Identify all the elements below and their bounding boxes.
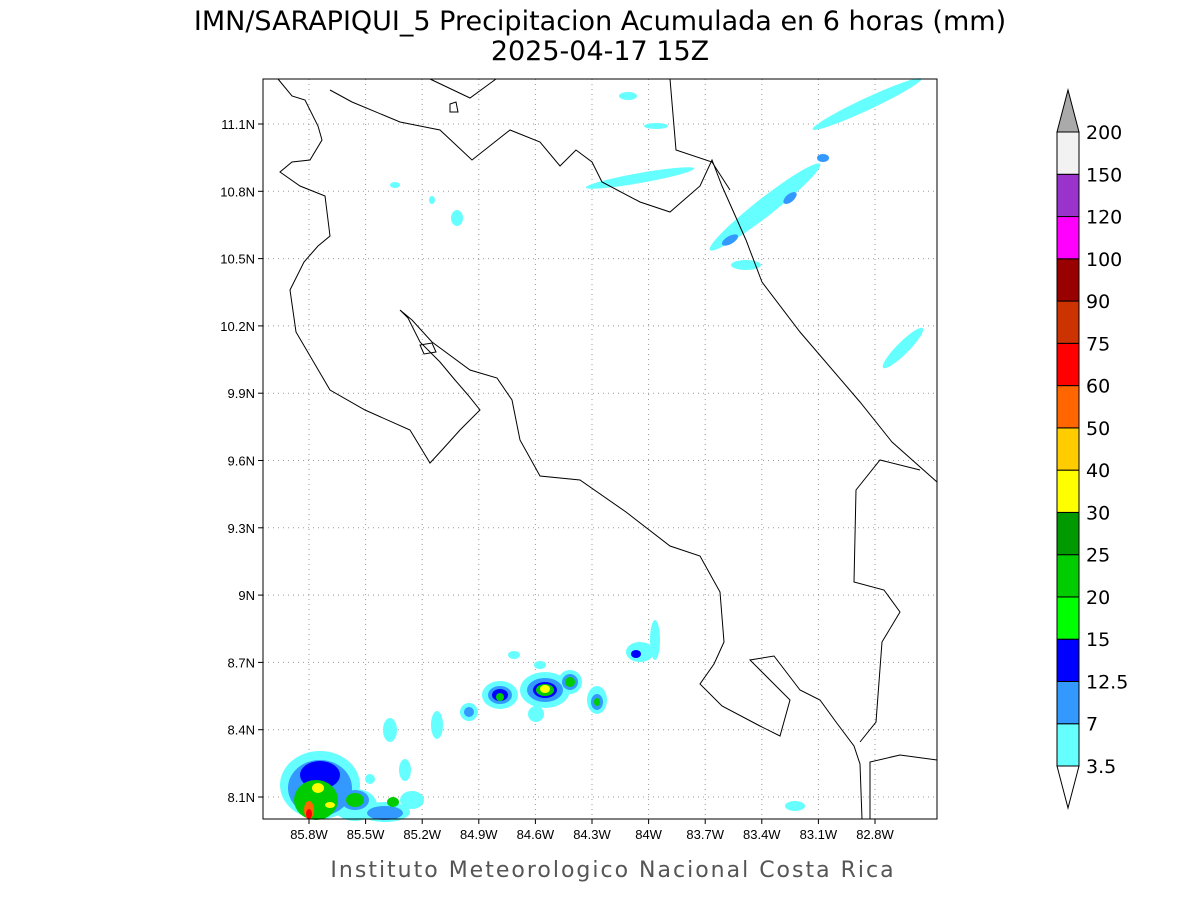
colorbar-box [1056, 554, 1080, 598]
colorbar-label: 25 [1086, 545, 1110, 567]
colorbar-label: 20 [1086, 587, 1110, 609]
x-tick-label: 85.5W [347, 827, 385, 842]
x-tick-label: 83.7W [686, 827, 724, 842]
colorbar-label: 90 [1086, 291, 1110, 313]
x-tick-label: 84.3W [573, 827, 611, 842]
x-tick-label: 83.1W [800, 827, 838, 842]
x-tick-label: 82.8W [856, 827, 894, 842]
y-tick-label: 8.7N [228, 655, 255, 670]
colorbar-label: 50 [1086, 418, 1110, 440]
colorbar-label: 120 [1086, 207, 1122, 229]
coastline [277, 78, 938, 820]
y-tick-label: 10.8N [220, 184, 255, 199]
y-tick-label: 8.1N [228, 790, 255, 805]
x-tick-label: 85.2W [403, 827, 441, 842]
x-tick-label: 84W [635, 827, 662, 842]
colorbar-label: 40 [1086, 460, 1110, 482]
colorbar-box [1056, 385, 1080, 429]
x-tick-label: 84.6W [517, 827, 555, 842]
colorbar-box [1056, 427, 1080, 471]
colorbar-over [1056, 88, 1080, 133]
colorbar-label: 15 [1086, 629, 1110, 651]
colorbar: 3.5 7 12.5 15 20 25 30 40 50 60 75 90 100 120 150 200 [1056, 88, 1128, 810]
colorbar-box [1056, 469, 1080, 513]
colorbar-box [1056, 723, 1080, 767]
colorbar-box [1056, 511, 1080, 556]
colorbar-box [1056, 680, 1080, 725]
colorbar-label: 60 [1086, 376, 1110, 398]
x-tick-label: 83.4W [743, 827, 781, 842]
precipitation [280, 78, 924, 822]
y-tick-label: 9.6N [228, 454, 255, 469]
title: IMN/SARAPIQUI_5 Precipitacion Acumulada … [194, 6, 1006, 37]
subtitle: 2025-04-17 15Z [491, 36, 709, 67]
axis-ticks: 85.8W 85.5W 85.2W 84.9W 84.6W 84.3W 84W 83.7W 83… [220, 117, 894, 842]
colorbar-label: 150 [1086, 164, 1122, 186]
y-tick-label: 9N [238, 588, 255, 603]
colorbar-label: 3.5 [1086, 756, 1116, 778]
colorbar-label: 100 [1086, 249, 1122, 271]
colorbar-box [1056, 300, 1080, 344]
y-tick-label: 9.9N [228, 386, 255, 401]
y-tick-label: 9.3N [228, 521, 255, 536]
x-tick-label: 84.9W [460, 827, 498, 842]
grid [263, 79, 937, 819]
y-tick-label: 8.4N [228, 723, 255, 738]
y-tick-label: 10.2N [220, 319, 255, 334]
footer: Instituto Meteorologico Nacional Costa R… [330, 858, 895, 883]
colorbar-box [1056, 258, 1080, 302]
y-tick-label: 11.1N [221, 117, 255, 132]
x-tick-label: 85.8W [290, 827, 328, 842]
colorbar-label: 7 [1086, 714, 1098, 736]
colorbar-label: 200 [1086, 122, 1122, 144]
colorbar-box [1056, 216, 1080, 260]
colorbar-box [1056, 638, 1080, 682]
y-tick-label: 10.5N [220, 252, 255, 267]
colorbar-box [1056, 596, 1080, 640]
colorbar-box [1056, 131, 1080, 175]
colorbar-label: 12.5 [1086, 671, 1128, 693]
colorbar-box [1056, 173, 1080, 218]
colorbar-label: 30 [1086, 502, 1110, 524]
colorbar-label: 75 [1086, 333, 1110, 355]
colorbar-under [1056, 765, 1080, 810]
map-frame [262, 78, 938, 820]
colorbar-box [1056, 342, 1080, 387]
